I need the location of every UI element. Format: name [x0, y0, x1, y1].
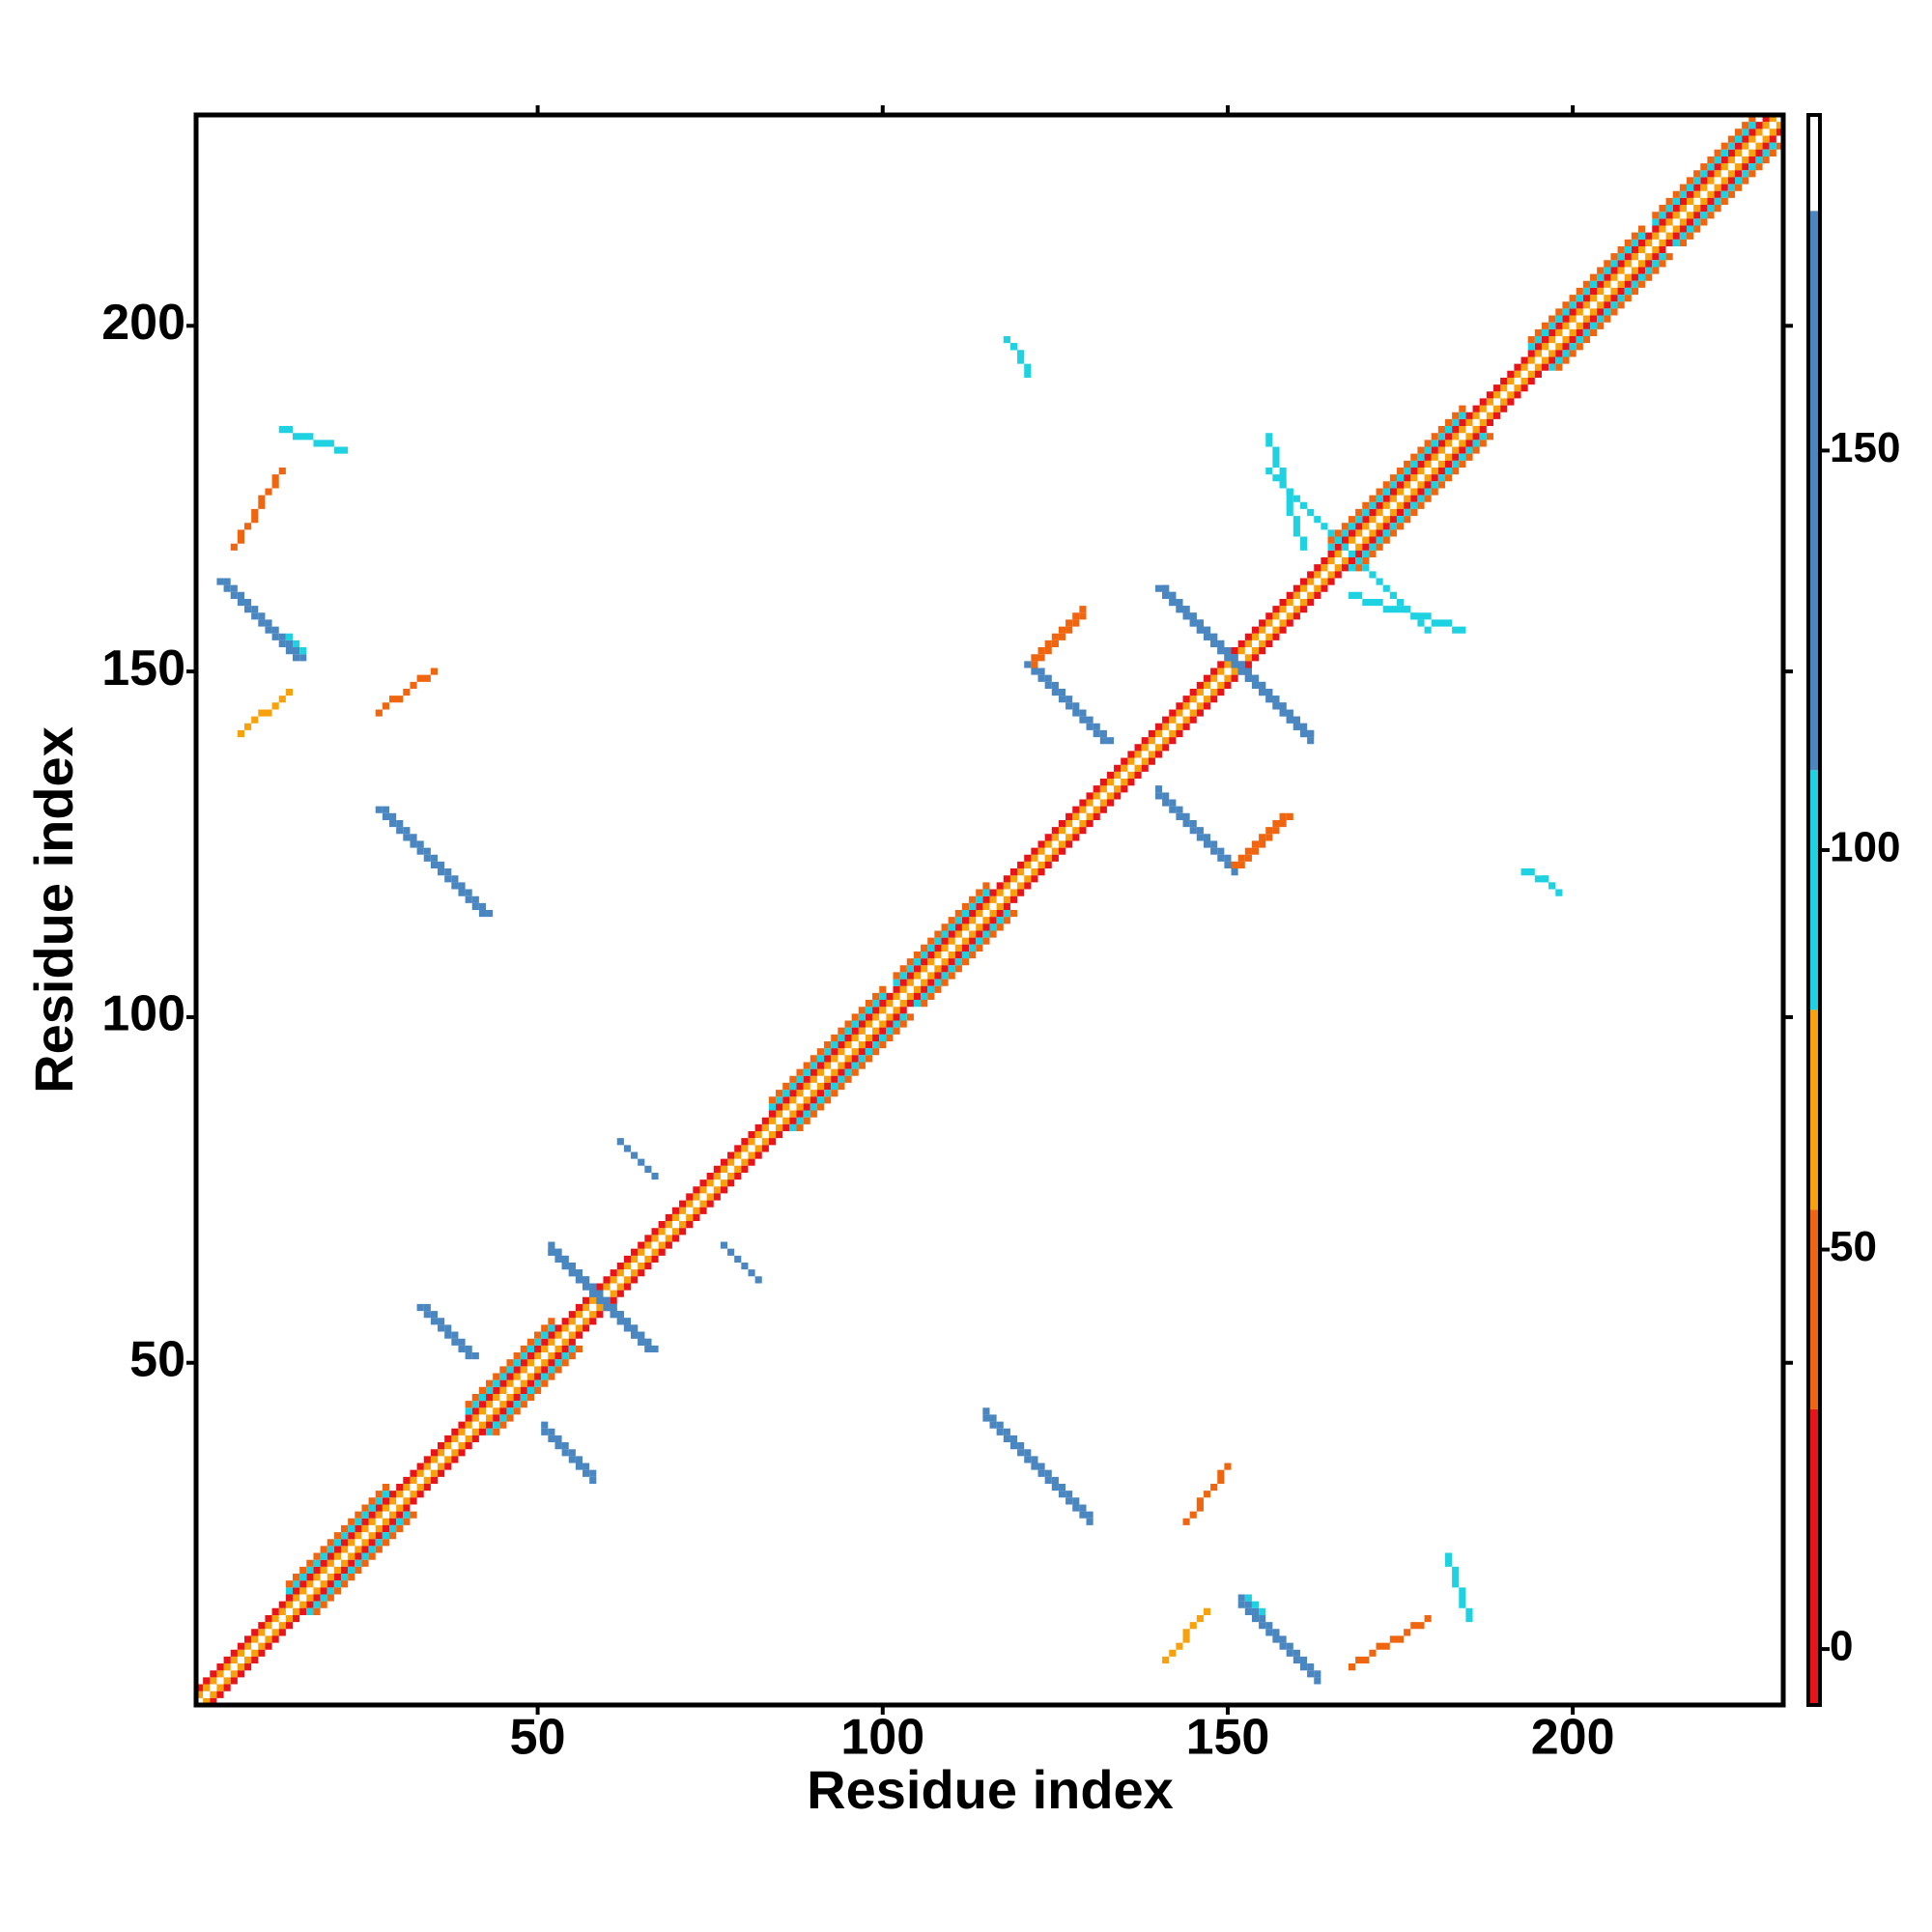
contact-cells-mirror — [541, 1421, 597, 1477]
contact-cells-mirror — [921, 910, 1018, 1008]
contact-cells — [1527, 225, 1646, 344]
colorbar-band — [1808, 1408, 1820, 1705]
y-tick-label: 100 — [101, 986, 185, 1042]
contact-cells — [1231, 812, 1287, 869]
colorbar-tick-label: 0 — [1830, 1623, 1853, 1670]
contact-cells-mirror — [913, 910, 1010, 1008]
y-tick-label: 150 — [101, 640, 185, 696]
contact-cells-mirror — [1031, 612, 1087, 668]
contact-cells-mirror — [486, 1345, 576, 1435]
contact-cells-mirror — [1265, 433, 1308, 551]
contact-cells — [196, 115, 1776, 1698]
contact-cells — [237, 688, 294, 738]
contact-cells — [285, 1483, 390, 1588]
contact-cells-mirror — [1154, 785, 1238, 869]
x-tick-label: 200 — [1531, 1710, 1615, 1766]
contact-cells — [416, 1303, 472, 1360]
contact-cells-mirror — [1154, 792, 1238, 876]
contact-cells-mirror — [306, 1511, 411, 1615]
contact-cells — [1031, 661, 1115, 745]
contact-cells — [196, 115, 1770, 1691]
contact-cells-mirror — [1444, 1552, 1473, 1623]
contact-cells-mirror — [720, 1241, 762, 1284]
contact-cells-mirror — [982, 1407, 1094, 1519]
contact-cells — [375, 806, 487, 918]
contact-cells-mirror — [1237, 1594, 1321, 1678]
contact-cells — [893, 882, 990, 980]
contact-cells-mirror — [548, 1241, 652, 1346]
contact-cells — [1527, 232, 1646, 351]
contact-cells — [423, 1303, 479, 1360]
y-axis-title: Residue index — [23, 726, 84, 1094]
contact-cells-mirror — [541, 1428, 597, 1484]
colorbar-frame — [1806, 113, 1822, 1707]
contact-cells — [1327, 405, 1466, 544]
contact-cells — [1520, 868, 1556, 890]
contact-cells-mirror — [789, 1013, 907, 1132]
contact-cells-mirror — [1237, 1601, 1321, 1685]
colorbar-band — [1808, 1009, 1820, 1210]
x-axis-title: Residue index — [807, 1759, 1174, 1820]
contact-cells — [285, 633, 307, 655]
colorbar-band — [1808, 115, 1820, 212]
contact-cells — [223, 578, 307, 662]
contact-cells — [616, 1138, 659, 1180]
contact-cells-mirror — [1555, 253, 1673, 371]
x-tick-label: 100 — [840, 1710, 924, 1766]
contact-cells — [1348, 591, 1466, 634]
contact-cells-mirror — [1672, 142, 1776, 246]
contact-cells — [1652, 122, 1756, 226]
contact-cells-mirror — [203, 122, 1783, 1705]
x-tick-label: 50 — [510, 1710, 566, 1766]
contact-cells — [465, 1324, 555, 1415]
contact-cells-mirror — [210, 128, 1783, 1705]
colorbar-tick-label: 100 — [1830, 824, 1900, 871]
contact-cells — [1652, 115, 1756, 219]
contact-cells — [465, 1318, 555, 1408]
contact-cells — [285, 1491, 390, 1595]
contact-cells-mirror — [1162, 591, 1315, 745]
contact-cells — [893, 889, 990, 986]
contact-cells — [1327, 412, 1466, 551]
colorbar-band — [1808, 770, 1820, 1010]
colorbar-band — [1808, 1209, 1820, 1409]
plot-frame — [193, 112, 1786, 1708]
contact-cells-mirror — [1348, 1614, 1432, 1671]
x-tick-label: 150 — [1186, 1710, 1270, 1766]
contact-cells-mirror — [493, 1345, 583, 1435]
contact-cells-mirror — [1182, 1463, 1232, 1525]
contact-cells — [278, 426, 349, 454]
contact-cells — [768, 985, 887, 1104]
contact-cells — [768, 992, 887, 1111]
colorbar-tick-label: 50 — [1830, 1223, 1877, 1270]
colorbar-tick-label: 150 — [1830, 424, 1900, 471]
contact-cells-mirror — [1009, 343, 1032, 378]
contact-cells-mirror — [548, 1248, 652, 1353]
contact-cells-mirror — [1679, 142, 1783, 246]
contact-cells-mirror — [1162, 1607, 1211, 1664]
contact-cells-mirror — [1244, 1594, 1266, 1615]
y-tick-label: 200 — [101, 295, 185, 351]
contact-cells-mirror — [1162, 584, 1315, 738]
contact-cells-mirror — [1548, 253, 1666, 371]
y-tick-label: 50 — [129, 1331, 185, 1387]
contact-cells — [382, 806, 494, 918]
contact-cells-mirror — [796, 1013, 914, 1132]
contact-cells — [375, 668, 439, 717]
contact-cells — [230, 467, 286, 551]
contact-cells-mirror — [313, 1511, 417, 1615]
colorbar-band — [1808, 211, 1820, 771]
